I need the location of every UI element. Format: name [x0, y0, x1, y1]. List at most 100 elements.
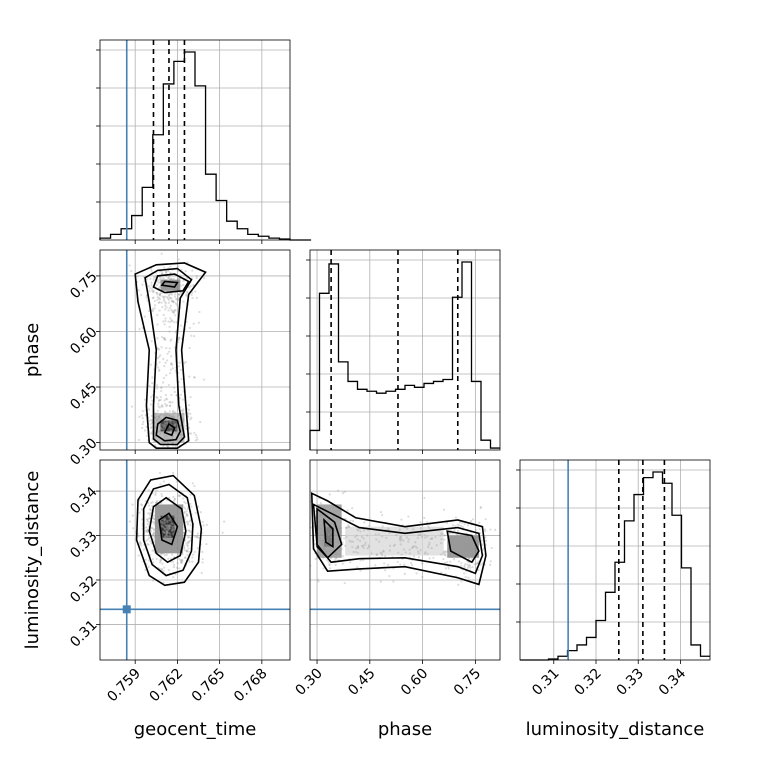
scatter-point — [179, 558, 183, 562]
scatter-point — [177, 338, 180, 341]
scatter-point — [164, 507, 168, 511]
scatter-point — [172, 420, 175, 424]
scatter-point — [154, 492, 157, 495]
scatter-point — [321, 534, 325, 537]
scatter-point — [158, 368, 161, 371]
scatter-point — [335, 510, 338, 513]
scatter-point — [359, 569, 362, 572]
scatter-point — [469, 538, 472, 541]
scatter-point — [141, 426, 144, 430]
scatter-point — [163, 541, 166, 545]
scatter-point — [399, 535, 402, 539]
scatter-point — [330, 556, 333, 560]
scatter-point — [181, 410, 184, 413]
scatter-point — [377, 533, 380, 536]
scatter-point — [165, 419, 169, 422]
scatter-point — [162, 357, 165, 361]
scatter-point — [462, 539, 465, 542]
scatter-point — [174, 288, 178, 291]
scatter-point — [334, 551, 337, 555]
scatter-point — [181, 412, 185, 415]
scatter-point — [338, 527, 341, 530]
scatter-point — [166, 529, 169, 532]
scatter-point — [168, 404, 172, 407]
scatter-point — [161, 381, 165, 384]
scatter-point — [164, 317, 167, 320]
scatter-point — [187, 522, 190, 525]
scatter-point — [142, 420, 145, 423]
scatter-point — [170, 297, 173, 300]
scatter-point — [169, 363, 173, 366]
contour-level-1 — [312, 503, 484, 575]
xtick-label-phase: 0.75 — [451, 666, 484, 699]
scatter-point — [461, 543, 464, 546]
scatter-point — [351, 507, 354, 510]
scatter-point — [160, 335, 164, 339]
scatter-point — [412, 545, 416, 548]
scatter-point — [188, 529, 191, 532]
scatter-point — [322, 544, 325, 547]
scatter-point — [305, 526, 307, 528]
scatter-point — [205, 523, 208, 526]
scatter-point — [160, 405, 163, 408]
scatter-point — [161, 514, 164, 517]
scatter-point — [170, 429, 173, 433]
scatter-point — [181, 504, 184, 507]
scatter-point — [158, 549, 161, 552]
scatter-point — [186, 290, 189, 293]
scatter-point — [466, 567, 469, 570]
scatter-point — [171, 441, 174, 445]
scatter-point — [166, 521, 169, 524]
scatter-point — [185, 513, 188, 517]
scatter-point — [159, 417, 162, 421]
scatter-point — [172, 311, 176, 314]
scatter-point — [166, 534, 169, 538]
scatter-point — [430, 537, 433, 540]
scatter-point — [150, 526, 153, 529]
scatter-point — [172, 565, 176, 569]
scatter-point — [472, 543, 475, 546]
scatter-point — [189, 396, 192, 399]
scatter-point — [435, 544, 438, 547]
scatter-point — [156, 283, 159, 286]
scatter-point — [156, 396, 159, 400]
scatter-point — [154, 538, 157, 541]
scatter-point — [319, 539, 322, 542]
scatter-point — [155, 415, 158, 418]
scatter-point — [475, 528, 478, 532]
scatter-point — [171, 367, 174, 370]
scatter-point — [155, 532, 158, 535]
scatter-point — [146, 542, 149, 546]
scatter-point — [421, 562, 424, 565]
scatter-point — [460, 580, 463, 583]
scatter-point — [172, 386, 176, 389]
scatter-point — [162, 569, 165, 573]
scatter-point — [328, 567, 332, 570]
xtick-label-geocent_time: 0.762 — [147, 666, 187, 706]
scatter-point — [172, 413, 175, 416]
scatter-point — [333, 525, 336, 528]
scatter-point — [403, 572, 406, 575]
scatter-point — [191, 560, 194, 563]
scatter-point — [334, 532, 337, 535]
scatter-point — [175, 543, 178, 546]
scatter-point — [374, 533, 377, 536]
scatter-point — [171, 401, 174, 404]
scatter-point — [328, 564, 331, 567]
scatter-point — [164, 308, 167, 311]
scatter-point — [191, 296, 194, 300]
scatter-point — [186, 507, 189, 510]
scatter-point — [489, 560, 492, 563]
scatter-point — [168, 518, 172, 522]
scatter-point — [148, 559, 151, 562]
scatter-point — [170, 299, 173, 303]
scatter-point — [306, 518, 308, 520]
scatter-points-geocent_time-phase — [128, 252, 207, 450]
scatter-point — [381, 513, 384, 517]
scatter-point — [174, 293, 177, 296]
scatter-point — [461, 546, 464, 549]
scatter-point — [166, 535, 170, 538]
scatter-point — [152, 532, 155, 535]
scatter-point — [461, 521, 464, 524]
scatter-point — [185, 294, 188, 297]
